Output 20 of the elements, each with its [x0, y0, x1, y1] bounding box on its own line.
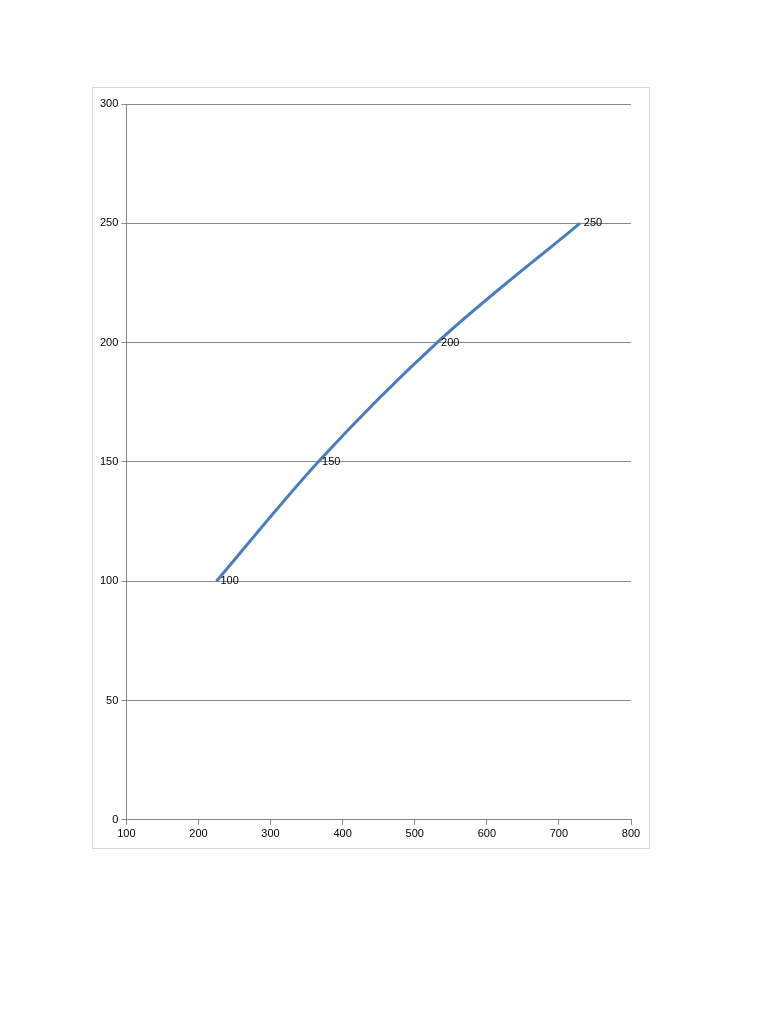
data-label: 200: [441, 335, 460, 348]
x-tick-label: 500: [405, 827, 424, 840]
x-tick-label: 100: [117, 827, 136, 840]
x-tick-label: 600: [477, 827, 496, 840]
y-tick-label: 200: [99, 335, 119, 348]
y-tick-label: 0: [112, 812, 119, 825]
data-label: 100: [220, 574, 239, 587]
y-tick-label: 100: [99, 574, 119, 587]
x-tick-label: 700: [549, 827, 569, 840]
data-label: 150: [322, 454, 341, 467]
x-tick-label: 200: [189, 827, 208, 840]
x-tick-label: 400: [333, 827, 352, 840]
y-tick-label: 250: [99, 216, 119, 229]
y-tick-label: 50: [106, 693, 119, 706]
x-tick-label: 300: [261, 827, 280, 840]
y-tick-label: 300: [99, 97, 119, 110]
data-label: 250: [583, 216, 603, 229]
x-tick-label: 800: [621, 827, 641, 840]
line-series: [214, 221, 582, 583]
y-tick-label: 150: [99, 454, 119, 467]
